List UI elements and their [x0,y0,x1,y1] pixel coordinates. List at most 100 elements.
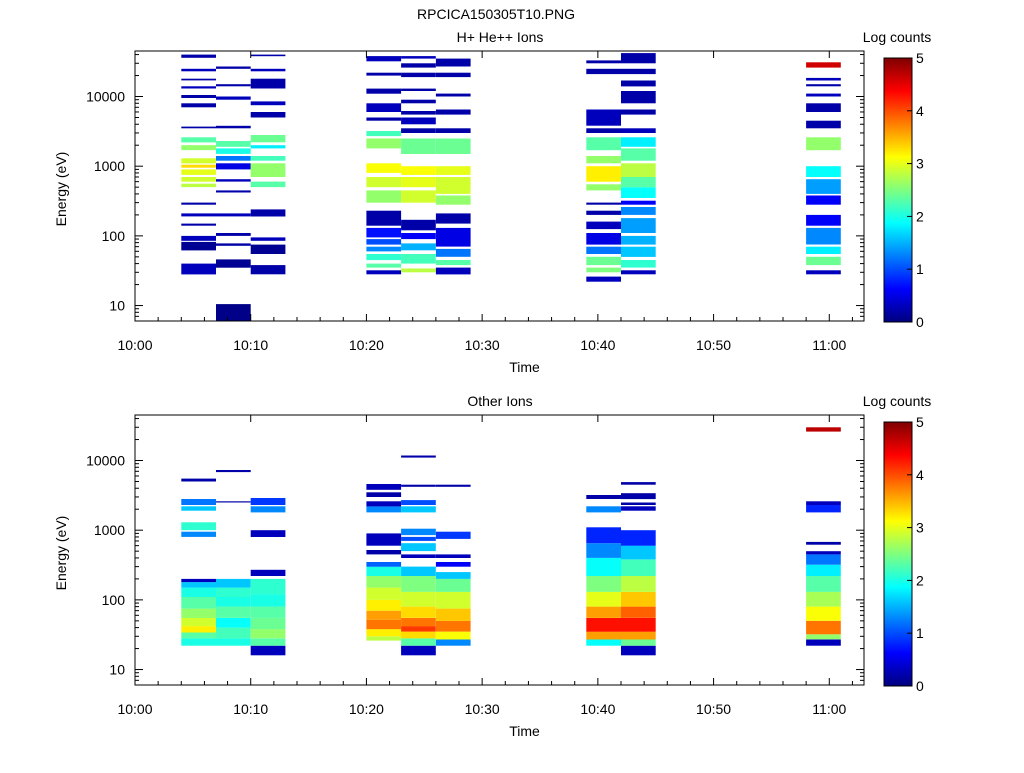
heatmap-cell [181,241,216,251]
heatmap-cell [181,597,216,609]
heatmap-cell [586,557,621,576]
y-tick-label: 10 [109,298,125,314]
heatmap-cell [586,68,621,75]
heatmap-cell [435,72,471,78]
heatmap-cell [250,135,286,143]
heatmap-cell [250,594,286,607]
colorbar-tick-label: 1 [916,625,924,641]
heatmap-cell [806,246,841,254]
heatmap-cell [621,530,656,546]
heatmap-cell [621,631,656,640]
heatmap-cell [621,645,656,656]
x-axis-label: Time [509,359,540,375]
x-tick-label: 11:00 [812,701,846,717]
heatmap-cell [586,202,621,205]
heatmap-cell [806,93,841,97]
heatmap-cell [621,260,656,268]
heatmap-cell [366,550,402,555]
heatmap-cell [401,177,436,188]
heatmap-cell [621,218,656,233]
y-axis-label: Energy (eV) [53,516,69,591]
heatmap-cell [621,639,656,646]
heatmap-cell [181,522,216,531]
heatmap-cell [366,138,402,149]
heatmap-cell [586,109,621,126]
heatmap-cell [181,68,216,72]
x-tick-label: 10:30 [465,337,500,353]
heatmap-cell [216,190,251,193]
heatmap-cell [366,501,402,507]
heatmap-cell [181,263,216,275]
heatmap-cell [366,629,402,637]
heatmap-cell [435,591,471,609]
heatmap-cell [586,156,621,164]
heatmap-cell [806,179,841,194]
heatmap-cell [586,576,621,592]
heatmap-cell [806,564,841,576]
heatmap-cell [806,639,841,646]
heatmap-cells [181,427,841,656]
heatmap-cell [435,177,471,194]
heatmap-cell [181,578,216,583]
heatmap-cell [586,60,621,64]
heatmap-cell [435,195,471,205]
heatmap-cell [435,562,471,567]
x-tick-label: 10:40 [580,337,615,353]
heatmap-cell [806,256,841,266]
heatmap-cell [401,566,436,576]
colorbar-tick-label: 5 [916,414,924,430]
heatmap-cell [401,500,436,505]
heatmap-cell [621,91,656,104]
x-tick-label: 10:20 [349,701,384,717]
heatmap-cell [401,591,436,607]
heatmap-cell [181,632,216,639]
y-tick-label: 10000 [86,453,125,469]
heatmap-cell [216,578,251,588]
heatmap-cell [586,184,621,191]
heatmap-cell [621,482,656,485]
heatmap-cell [366,177,402,188]
heatmap-cell [586,233,621,245]
colorbar-gradient [883,421,913,687]
x-tick-label: 10:10 [233,337,268,353]
heatmap-cell [621,163,656,177]
heatmap-cell [621,576,656,592]
heatmap-cell [621,128,656,133]
heatmap-cell [366,492,402,497]
heatmap-cell [435,260,471,266]
heatmap-cell [366,610,402,620]
heatmap-cell [216,156,251,161]
heatmap-cell [181,223,216,226]
heatmap-cell [401,56,436,59]
heatmap-cell [216,470,251,473]
x-axis-label: Time [509,723,540,739]
heatmap-cell [621,53,656,64]
heatmap-cell [181,169,216,175]
heatmap-cell [435,554,471,558]
heatmap-cell [216,233,251,236]
heatmap-cell [250,54,286,57]
heatmap-cell [435,109,471,115]
heatmap-cell [435,578,471,592]
heatmap-cell [216,66,251,69]
heatmap-cell [366,163,402,173]
heatmap-cell [216,597,251,607]
heatmap-cell [586,495,621,499]
heatmap-cell [401,63,436,68]
heatmap-cell [435,639,471,646]
heatmap-cell [401,536,436,541]
heatmap-cell [181,587,216,597]
heatmap-cell [435,484,471,487]
heatmap-cell [401,268,436,273]
panel-title: H+ He++ Ions [457,29,544,45]
heatmap-cell [806,214,841,226]
heatmap-cell [621,200,656,205]
heatmap-cell [366,72,402,76]
panel-2: Other Ions 10:00 10:10 10:20 10:30 10:40 10:50… [53,393,931,739]
heatmap-cell [366,263,402,268]
heatmap-cell [806,84,841,87]
heatmap-cell [250,181,286,188]
y-tick-label: 10 [109,662,125,678]
heatmap-cell [366,566,402,576]
